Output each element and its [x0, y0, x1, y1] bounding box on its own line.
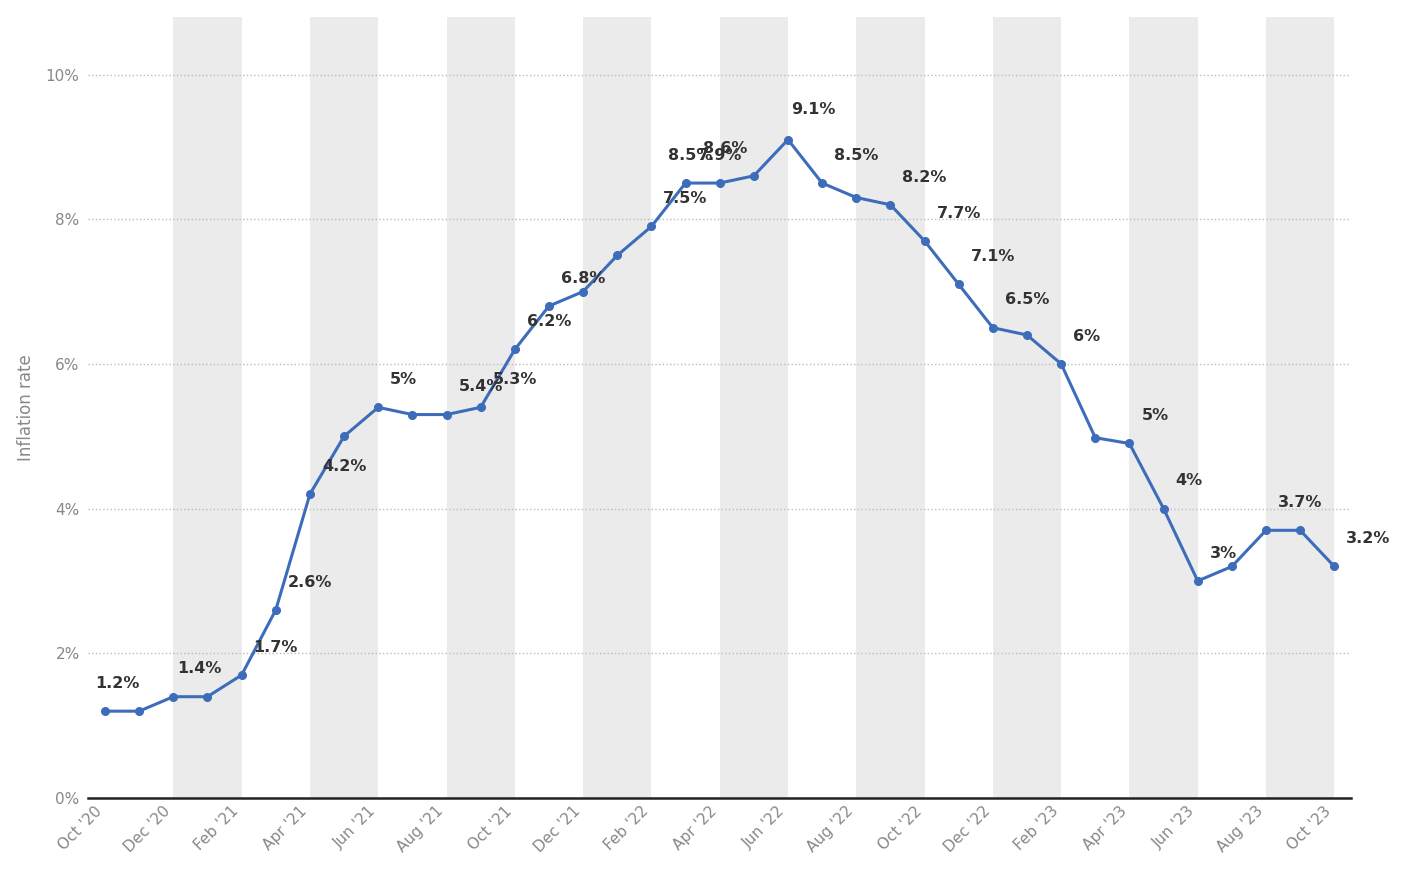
Text: 5.4%: 5.4%: [459, 379, 503, 394]
Bar: [310, 17, 379, 798]
Text: 3%: 3%: [1209, 546, 1236, 561]
Bar: [1129, 17, 1198, 798]
Bar: [446, 17, 515, 798]
Text: 9.1%: 9.1%: [791, 101, 836, 117]
Text: 6.8%: 6.8%: [560, 271, 605, 286]
Bar: [719, 17, 788, 798]
Text: 4.2%: 4.2%: [322, 459, 366, 473]
Text: 8.6%: 8.6%: [703, 140, 748, 155]
Bar: [856, 17, 925, 798]
Text: 2.6%: 2.6%: [287, 575, 332, 589]
Text: 7.7%: 7.7%: [936, 206, 981, 221]
Text: 4%: 4%: [1176, 473, 1202, 488]
Text: 8.5%: 8.5%: [834, 147, 879, 163]
Bar: [173, 17, 242, 798]
Text: 5.3%: 5.3%: [493, 372, 536, 387]
Text: 7.1%: 7.1%: [970, 249, 1015, 264]
Text: 5%: 5%: [390, 372, 417, 387]
Text: 8.2%: 8.2%: [903, 169, 946, 185]
Bar: [993, 17, 1062, 798]
Text: 7.9%: 7.9%: [697, 147, 742, 163]
Text: 6%: 6%: [1073, 329, 1100, 344]
Text: 1.2%: 1.2%: [94, 676, 139, 691]
Text: 6.2%: 6.2%: [527, 314, 572, 330]
Bar: [1266, 17, 1335, 798]
Text: 3.7%: 3.7%: [1278, 495, 1322, 510]
Text: 8.5%: 8.5%: [669, 147, 712, 163]
Text: 1.4%: 1.4%: [177, 662, 221, 677]
Bar: [583, 17, 652, 798]
Text: 6.5%: 6.5%: [1005, 292, 1049, 308]
Text: 7.5%: 7.5%: [663, 191, 708, 206]
Text: 5%: 5%: [1142, 408, 1169, 423]
Text: 3.2%: 3.2%: [1346, 531, 1391, 546]
Text: 1.7%: 1.7%: [253, 640, 298, 655]
Y-axis label: Inflation rate: Inflation rate: [17, 354, 35, 460]
